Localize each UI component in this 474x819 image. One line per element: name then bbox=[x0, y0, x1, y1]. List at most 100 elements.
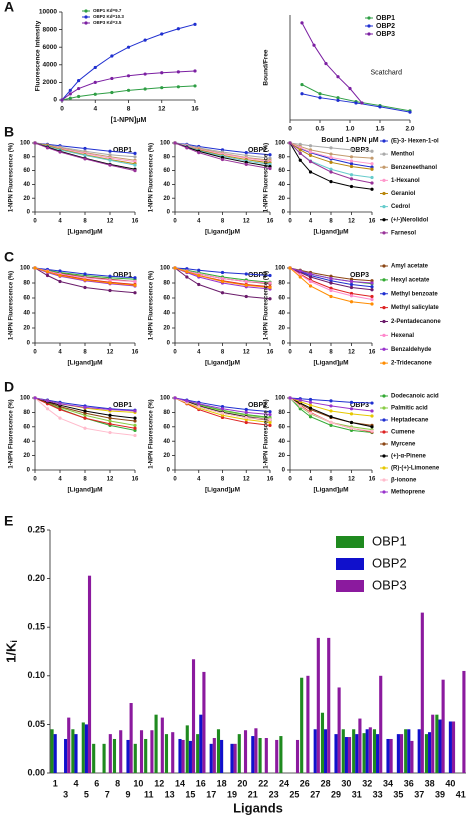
x-tick-label: 9 bbox=[125, 789, 130, 799]
series-line bbox=[174, 397, 271, 421]
x-axis-label: [Ligand]μM bbox=[205, 487, 240, 494]
data-point bbox=[176, 85, 180, 89]
legend-label: Methoprene bbox=[391, 490, 426, 496]
x-tick-label: 16 bbox=[369, 477, 376, 483]
x-tick-label: 4 bbox=[58, 350, 62, 356]
data-point bbox=[83, 157, 87, 161]
y-tick-label: 20 bbox=[23, 453, 30, 459]
y-tick-label: 40 bbox=[278, 182, 285, 188]
y-tick-label: 40 bbox=[163, 439, 170, 445]
x-tick-label: 12 bbox=[243, 477, 250, 483]
legend-label: OBP1 Kd=9.7 bbox=[93, 8, 122, 13]
series-line bbox=[61, 23, 196, 101]
legend-label: 2-Pentadecanone bbox=[391, 319, 441, 325]
x-tick-label: 0.5 bbox=[315, 126, 324, 133]
series-line bbox=[34, 267, 136, 282]
data-point bbox=[143, 72, 147, 76]
data-point bbox=[336, 96, 340, 100]
data-point bbox=[83, 285, 87, 290]
legend-marker bbox=[382, 430, 386, 434]
legend-marker bbox=[382, 418, 386, 422]
y-axis-label: 1-NPN Fluorescence (%) bbox=[149, 399, 155, 468]
bar bbox=[254, 728, 258, 773]
bar bbox=[341, 729, 345, 773]
legend-label: OBP1 bbox=[376, 15, 395, 22]
series-line bbox=[174, 142, 271, 170]
y-tick-label: 0 bbox=[27, 210, 31, 216]
series-line bbox=[34, 267, 136, 280]
x-tick-label: 16 bbox=[132, 350, 139, 356]
x-tick-label: 12 bbox=[158, 106, 166, 113]
data-point bbox=[58, 150, 62, 154]
x-tick-label: 8 bbox=[115, 778, 120, 788]
y-tick-label: 2000 bbox=[43, 79, 58, 86]
x-tick-label: 29 bbox=[331, 789, 341, 799]
data-point bbox=[329, 160, 333, 164]
series-line bbox=[174, 142, 271, 163]
data-point bbox=[329, 167, 333, 171]
legend-label: Menthol bbox=[391, 152, 414, 158]
x-tick-label: 12 bbox=[243, 350, 250, 356]
x-tick-label: 4 bbox=[58, 477, 62, 483]
legend-marker bbox=[382, 490, 386, 494]
data-point bbox=[268, 420, 272, 425]
bar bbox=[358, 718, 362, 773]
x-tick-label: 4 bbox=[309, 477, 313, 483]
series-line bbox=[301, 93, 411, 113]
y-tick-label: 100 bbox=[20, 141, 31, 147]
data-point bbox=[133, 433, 137, 438]
data-point bbox=[244, 162, 248, 166]
y-tick-label: 40 bbox=[163, 182, 170, 188]
y-tick-label: 0 bbox=[282, 210, 286, 216]
legend-marker bbox=[382, 165, 386, 169]
x-tick-label: 12 bbox=[107, 350, 114, 356]
legend-label: Myrcene bbox=[391, 442, 416, 448]
x-tick-label: 4 bbox=[58, 219, 62, 225]
legend-label: Methyl salicylate bbox=[391, 305, 439, 311]
legend-marker bbox=[382, 406, 386, 410]
legend-marker bbox=[382, 231, 386, 235]
y-tick-label: 100 bbox=[275, 141, 286, 147]
x-tick-label: 8 bbox=[83, 477, 87, 483]
legend-marker bbox=[382, 205, 386, 209]
y-tick-label: 60 bbox=[23, 424, 30, 430]
y-tick-label: 80 bbox=[278, 410, 285, 416]
data-point bbox=[312, 43, 316, 47]
series-line bbox=[289, 142, 373, 170]
series-line bbox=[289, 267, 373, 282]
y-tick-label: 80 bbox=[278, 154, 285, 160]
x-tick-label: 21 bbox=[248, 789, 258, 799]
y-tick-label: 20 bbox=[23, 326, 30, 332]
bar bbox=[399, 734, 404, 773]
y-tick-label: 0 bbox=[27, 341, 31, 347]
x-tick-label: 16 bbox=[267, 477, 274, 483]
data-point bbox=[349, 426, 354, 430]
bar bbox=[178, 738, 182, 773]
y-tick-label: 60 bbox=[23, 168, 30, 174]
data-point bbox=[329, 404, 333, 408]
series-line bbox=[34, 397, 136, 436]
bar bbox=[191, 659, 196, 773]
x-tick-label: 12 bbox=[348, 477, 355, 483]
bar bbox=[171, 732, 175, 773]
bar bbox=[251, 736, 255, 773]
data-point bbox=[193, 84, 197, 88]
x-tick-label: 0 bbox=[173, 219, 177, 225]
y-axis-label: Fluorescence intensity bbox=[35, 20, 42, 91]
series-line bbox=[289, 142, 373, 190]
bar bbox=[216, 729, 221, 773]
x-tick-label: 40 bbox=[445, 778, 455, 788]
data-point bbox=[349, 159, 354, 163]
data-point bbox=[308, 275, 313, 279]
data-point bbox=[349, 277, 354, 281]
data-point bbox=[370, 175, 374, 180]
y-axis-label: 1-NPN Fluorescence (%) bbox=[9, 399, 15, 468]
data-point bbox=[83, 146, 87, 151]
legend-label: Hexyl acetate bbox=[391, 277, 430, 283]
x-tick-label: 4 bbox=[73, 778, 78, 788]
data-point bbox=[220, 291, 225, 295]
bar bbox=[404, 729, 408, 773]
x-tick-label: 30 bbox=[341, 778, 351, 788]
data-point bbox=[349, 420, 354, 425]
legend-swatch bbox=[336, 536, 364, 548]
